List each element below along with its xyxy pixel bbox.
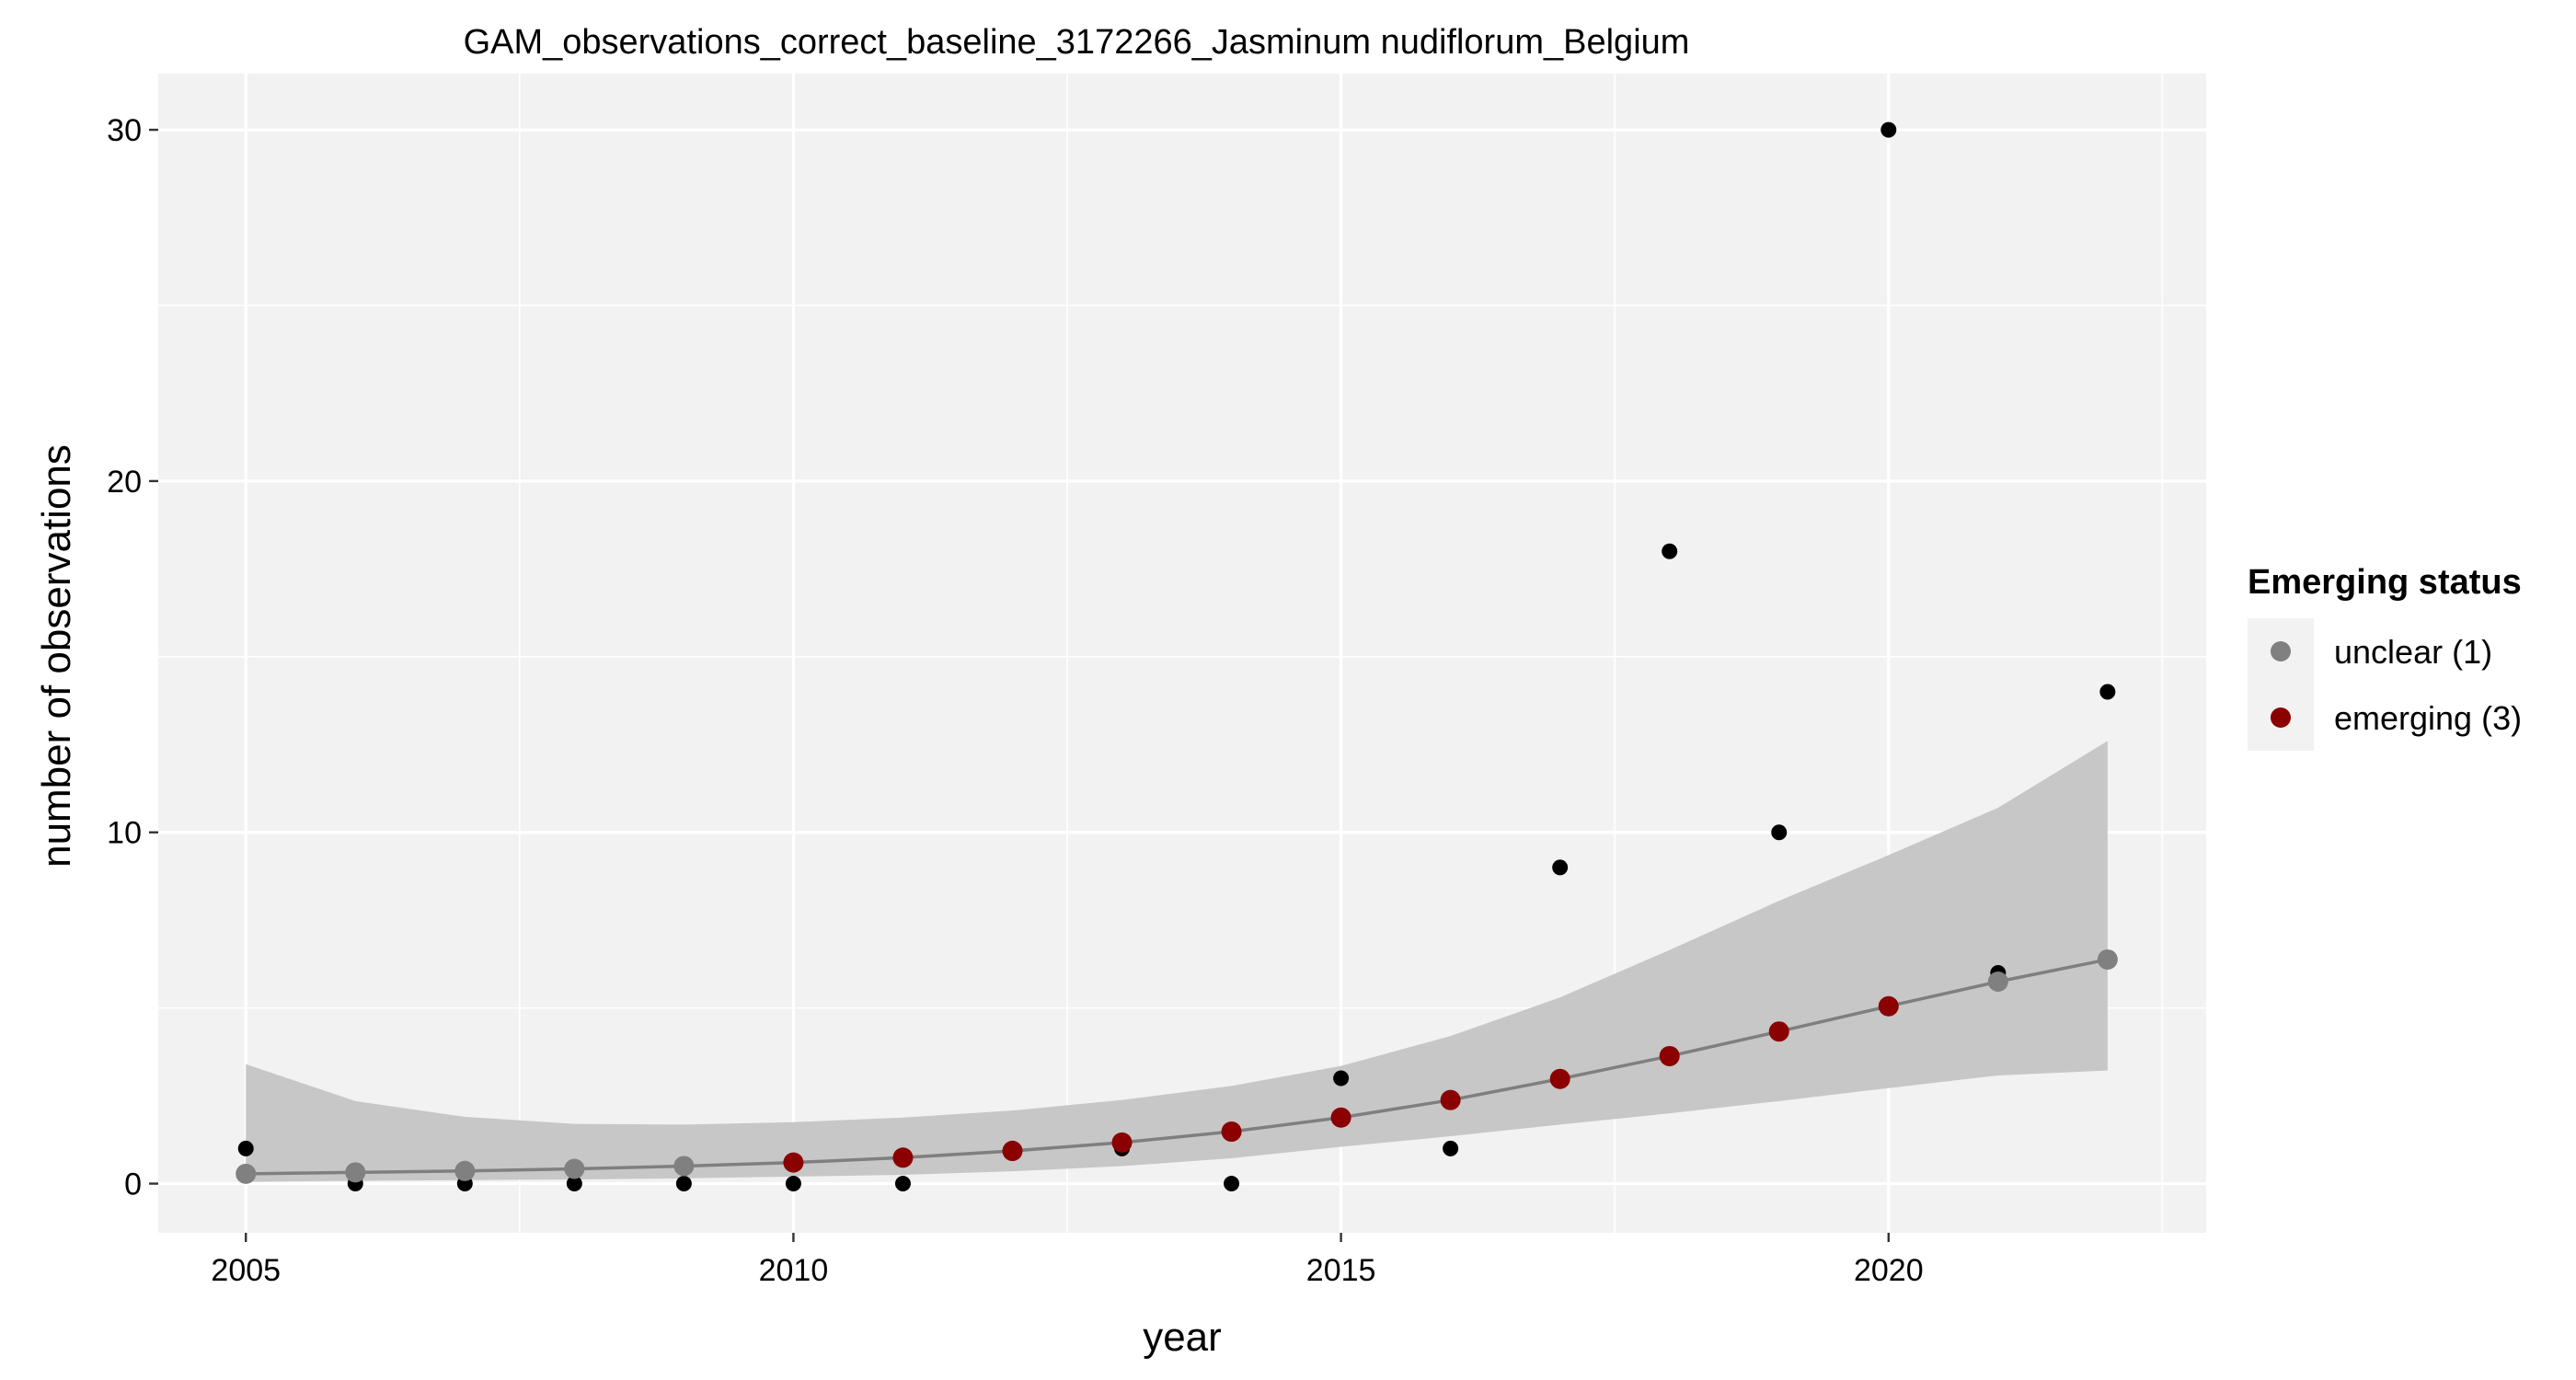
observation-point bbox=[1771, 824, 1788, 841]
y-tick-label: 10 bbox=[107, 816, 142, 851]
confidence-band bbox=[246, 741, 2108, 1182]
fit-point bbox=[1111, 1132, 1133, 1153]
y-axis-title: number of observations bbox=[34, 444, 79, 868]
chart-title: GAM_observations_correct_baseline_317226… bbox=[464, 23, 1690, 62]
x-tick-label: 2015 bbox=[1306, 1253, 1376, 1288]
observation-point bbox=[1662, 543, 1678, 559]
legend-title: Emerging status bbox=[2248, 563, 2522, 602]
y-tick-label: 20 bbox=[107, 465, 142, 500]
fit-point bbox=[1987, 972, 2008, 992]
fit-point bbox=[673, 1156, 695, 1177]
fit-point bbox=[1221, 1121, 1242, 1143]
observation-point bbox=[2099, 684, 2116, 700]
fit-points bbox=[236, 949, 2118, 1184]
fit-point bbox=[1659, 1045, 1680, 1066]
fit-point bbox=[1878, 995, 1899, 1017]
y-tick-label: 0 bbox=[124, 1167, 142, 1202]
observation-point bbox=[1333, 1070, 1350, 1087]
fit-point bbox=[345, 1162, 366, 1183]
observation-point bbox=[894, 1176, 911, 1192]
observation-point bbox=[1224, 1176, 1240, 1192]
axes: 2005 2010 2015 2020 0 10 20 30 bbox=[107, 113, 1923, 1288]
x-axis-title: year bbox=[1143, 1315, 1222, 1360]
legend-label: emerging (3) bbox=[2334, 699, 2522, 737]
x-tick-label: 2005 bbox=[211, 1253, 281, 1288]
legend: Emerging status unclear (1) emerging (3) bbox=[2248, 563, 2522, 751]
observation-point bbox=[1880, 121, 1897, 138]
fit-line-layer bbox=[246, 958, 2109, 1176]
fit-point bbox=[1549, 1068, 1570, 1089]
x-tick-label: 2010 bbox=[759, 1253, 829, 1288]
fit-point bbox=[783, 1152, 804, 1173]
x-tick-label: 2020 bbox=[1854, 1253, 1924, 1288]
observation-point bbox=[566, 1176, 582, 1192]
observation-points bbox=[237, 121, 2116, 1192]
observation-point bbox=[237, 1140, 254, 1156]
fit-point bbox=[1002, 1141, 1023, 1162]
y-tick-label: 30 bbox=[107, 113, 142, 148]
fit-point bbox=[892, 1147, 914, 1168]
observation-point bbox=[675, 1176, 692, 1192]
legend-label: unclear (1) bbox=[2334, 633, 2492, 671]
fit-point bbox=[564, 1158, 585, 1179]
fit-point bbox=[454, 1160, 476, 1181]
fit-point bbox=[1330, 1107, 1351, 1128]
fit-point bbox=[236, 1163, 257, 1184]
fit-line bbox=[246, 958, 2109, 1176]
observation-point bbox=[1552, 859, 1569, 876]
fit-point bbox=[2097, 949, 2118, 970]
fit-point bbox=[1768, 1021, 1789, 1042]
legend-key bbox=[2271, 641, 2291, 661]
legend-entries: unclear (1) emerging (3) bbox=[2271, 633, 2522, 737]
observation-point bbox=[785, 1176, 801, 1192]
legend-key bbox=[2271, 707, 2291, 728]
fit-point bbox=[1440, 1089, 1461, 1110]
observation-point bbox=[1443, 1140, 1459, 1156]
legend-key-background bbox=[2248, 618, 2314, 751]
confidence-band-layer bbox=[246, 741, 2108, 1182]
